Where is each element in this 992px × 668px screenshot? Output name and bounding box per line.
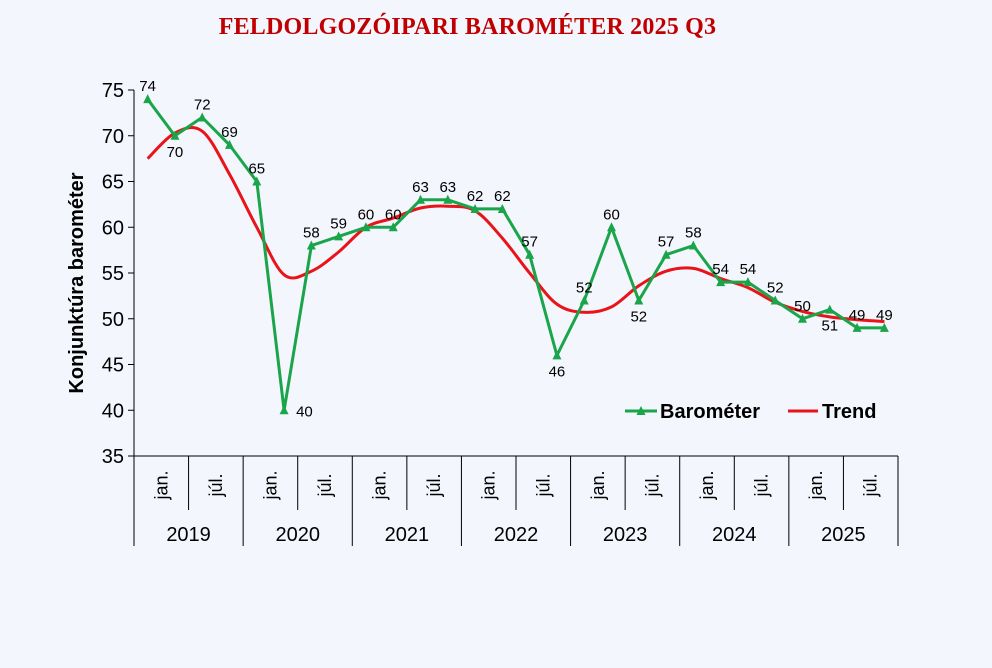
data-label: 72 [194,96,211,113]
y-tick-label: 35 [102,446,124,468]
data-label: 54 [740,261,757,278]
x-year-label: 2023 [603,524,648,546]
barometer-point [770,295,780,305]
y-tick-label: 60 [102,217,124,239]
y-tick-label: 40 [102,400,124,422]
x-month-label: jan. [479,470,499,500]
barometer-point [798,313,807,323]
data-label: 52 [576,279,593,296]
barometer-point [443,194,453,204]
y-tick-label: 70 [102,126,124,148]
data-label: 74 [139,78,156,95]
x-month-label: júl. [861,473,881,497]
barometer-point [361,222,371,232]
barometer-point [743,277,753,287]
data-label: 60 [385,206,402,223]
data-label: 57 [521,234,538,251]
data-label: 65 [248,161,265,178]
barometer-point [688,240,698,250]
data-label: 59 [330,215,347,232]
barometer-point [879,322,889,332]
data-label: 46 [549,363,566,380]
barometer-point [634,295,644,305]
barometer-series [143,94,889,415]
data-label: 49 [849,307,866,324]
y-tick-label: 65 [102,172,124,194]
legend-trend-label: Trend [822,401,876,423]
barometer-point [170,130,180,140]
barometer-point [716,277,726,287]
x-month-label: jan. [697,470,717,500]
barometer-point [143,94,153,104]
trend-series [146,126,885,323]
x-month-label: jan. [588,470,608,500]
data-label: 54 [712,261,729,278]
data-labels: 74 70 72 69 65 40 58 59 60 60 63 63 62 62 57 46 52 60 52 57… [139,78,892,420]
barometer-point [388,222,398,232]
x-year-label: 2020 [275,524,320,546]
barometer-point [579,295,589,305]
legend: Barométer Trend [625,401,876,423]
data-label: 63 [412,179,429,196]
barometer-point [197,112,207,122]
barometer-line [146,98,885,412]
x-month-label: júl. [315,473,335,497]
x-year-label: 2024 [712,524,757,546]
x-month-label: jan. [260,470,280,500]
x-month-label: júl. [533,473,553,497]
data-label: 62 [467,188,484,205]
x-year-label: 2019 [166,524,211,546]
barometer-point [852,322,862,332]
x-month-label: jan. [151,470,171,500]
data-label: 62 [494,188,511,205]
barometer-point [607,222,616,232]
x-year-label: 2025 [821,524,866,546]
x-year-label: 2022 [494,524,539,546]
barometer-point [416,194,425,204]
y-tick-label: 50 [102,309,124,331]
y-axis-title: Konjunktúra barométer [66,172,88,393]
data-label: 58 [685,225,702,242]
barometer-point [661,249,671,259]
barometer-point [470,203,480,213]
data-label: 52 [767,279,784,296]
data-label: 70 [167,144,184,161]
data-label: 58 [303,225,320,242]
legend-barometer-label: Barométer [660,401,760,423]
data-label: 63 [439,179,456,196]
data-label: 57 [658,234,675,251]
data-label: 50 [794,298,811,315]
x-year-label: 2021 [385,524,430,546]
data-label: 60 [358,206,375,223]
axes: 35 40 45 50 55 60 65 70 75 Konjunktúra barométer j… [66,80,899,546]
trend-line [146,126,885,323]
y-tick-label: 75 [102,80,124,102]
data-label: 40 [296,403,313,420]
barometer-point [252,176,262,186]
data-label: 49 [876,307,893,324]
barometer-point [825,304,835,314]
x-month-label: júl. [752,473,772,497]
x-month-label: jan. [370,470,390,500]
barometer-point [279,405,289,415]
barometer-point [497,203,507,213]
x-month-label: júl. [424,473,444,497]
x-month-label: júl. [642,473,662,497]
barometer-point [334,231,344,241]
y-tick-label: 55 [102,263,124,285]
barometer-point [225,139,234,149]
chart-title: FELDOLGOZÓIPARI BAROMÉTER 2025 Q3 [218,14,717,40]
barometer-point [552,350,562,360]
data-label: 52 [630,308,647,325]
x-month-label: júl. [206,473,226,497]
legend-barometer-marker [636,406,646,415]
data-label: 51 [821,318,838,335]
y-tick-label: 45 [102,355,124,377]
barometer-point [525,249,535,259]
barometer-point [306,240,316,250]
x-month-label: jan. [806,470,826,500]
data-label: 60 [603,206,620,223]
data-label: 69 [221,124,238,141]
